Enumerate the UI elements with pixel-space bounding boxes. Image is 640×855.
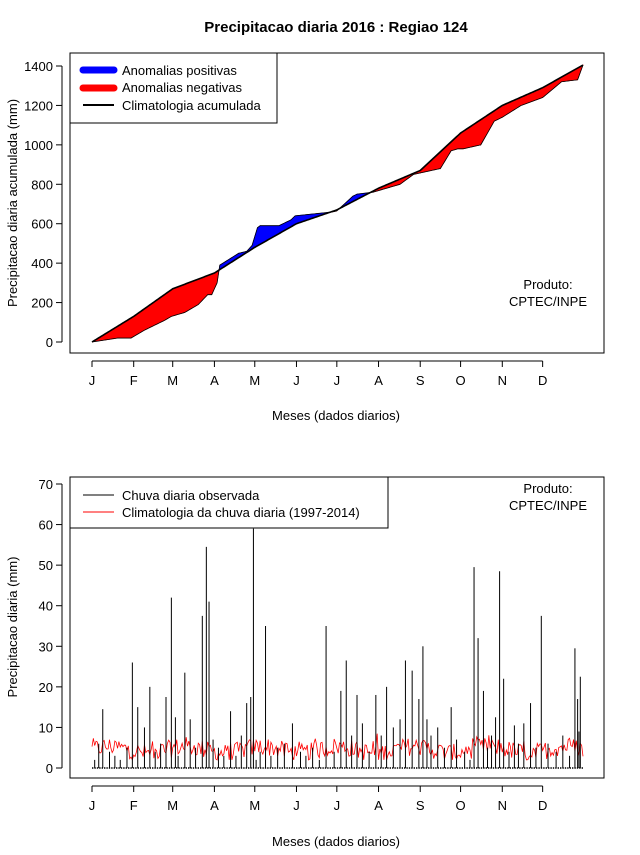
daily-legend: Chuva diaria observada Climatologia da c… [69, 476, 389, 529]
daily-x-tick-label: S [416, 798, 425, 813]
cumulative-legend: Anomalias positivas Anomalias negativas … [69, 52, 278, 124]
cumulative-y-tick-label: 800 [31, 177, 53, 192]
daily-climatology-line [91, 733, 584, 761]
cumulative-x-tick-label: J [334, 373, 341, 388]
daily-y-tick-label: 50 [39, 558, 53, 573]
cumulative-y-tick-label: 600 [31, 217, 53, 232]
legend-label-observed: Chuva diaria observada [122, 488, 260, 503]
daily-panel: 0 10 20 30 40 50 60 70 J F M A M J J A S O N D Meses (dado… [5, 476, 605, 849]
cumulative-product-label: Produto: [523, 277, 572, 292]
daily-y-tick-label: 0 [46, 761, 53, 776]
cumulative-y-tick-label: 200 [31, 296, 53, 311]
cumulative-x-tick-label: N [498, 373, 507, 388]
cumulative-x-tick-label: A [374, 373, 383, 388]
cumulative-x-tick-label: A [210, 373, 219, 388]
daily-product-source: CPTEC/INPE [509, 498, 587, 513]
daily-y-tick-label: 70 [39, 477, 53, 492]
climatology-cumulative-line [91, 64, 584, 343]
daily-y-tick-label: 40 [39, 599, 53, 614]
daily-legend-box [69, 476, 389, 529]
daily-x-tick-label: O [456, 798, 466, 813]
legend-label-negative: Anomalias negativas [122, 80, 242, 95]
cumulative-product-source: CPTEC/INPE [509, 294, 587, 309]
cumulative-y-tick-label: 1000 [24, 138, 53, 153]
cumulative-panel: 0 200 400 600 800 1000 1200 1400 J F M A M J J A S O N D M… [5, 52, 605, 423]
chart-title: Precipitacao diaria 2016 : Regiao 124 [204, 19, 468, 36]
daily-marks [91, 528, 584, 769]
cumulative-y-axis-label: Precipitacao diaria acumulada (mm) [5, 99, 20, 307]
cumulative-x-tick-label: M [249, 373, 260, 388]
daily-y-tick-label: 60 [39, 518, 53, 533]
daily-y-axis: 0 10 20 30 40 50 60 70 [39, 477, 63, 776]
cumulative-x-axis-label: Meses (dados diarios) [272, 408, 400, 423]
daily-x-tick-label: M [249, 798, 260, 813]
cumulative-x-tick-label: O [456, 373, 466, 388]
cumulative-y-tick-label: 1200 [24, 98, 53, 113]
daily-x-tick-label: D [538, 798, 547, 813]
cumulative-x-tick-label: S [416, 373, 425, 388]
daily-x-tick-label: J [293, 798, 300, 813]
cumulative-marks [91, 64, 584, 343]
daily-x-tick-label: N [498, 798, 507, 813]
cumulative-y-tick-label: 1400 [24, 59, 53, 74]
cumulative-y-tick-label: 400 [31, 256, 53, 271]
cumulative-x-tick-label: J [89, 373, 96, 388]
cumulative-x-tick-label: M [167, 373, 178, 388]
daily-product-label: Produto: [523, 481, 572, 496]
daily-x-tick-label: J [89, 798, 96, 813]
daily-x-tick-label: M [167, 798, 178, 813]
daily-x-tick-label: A [374, 798, 383, 813]
cumulative-y-tick-label: 0 [46, 335, 53, 350]
daily-x-axis-label: Meses (dados diarios) [272, 834, 400, 849]
legend-label-climatology: Climatologia acumulada [122, 98, 262, 113]
daily-x-tick-label: J [334, 798, 341, 813]
cumulative-x-tick-label: J [293, 373, 300, 388]
cumulative-x-tick-label: F [130, 373, 138, 388]
cumulative-x-tick-label: D [538, 373, 547, 388]
cumulative-plot-frame [69, 52, 605, 354]
legend-label-positive: Anomalias positivas [122, 63, 237, 78]
daily-y-tick-label: 30 [39, 639, 53, 654]
daily-y-tick-label: 10 [39, 720, 53, 735]
daily-y-tick-label: 20 [39, 680, 53, 695]
daily-x-tick-label: A [210, 798, 219, 813]
legend-label-daily-climatology: Climatologia da chuva diaria (1997-2014) [122, 505, 360, 520]
daily-y-axis-label: Precipitacao diaria (mm) [5, 557, 20, 698]
cumulative-y-axis: 0 200 400 600 800 1000 1200 1400 [24, 59, 63, 350]
daily-x-tick-label: F [130, 798, 138, 813]
